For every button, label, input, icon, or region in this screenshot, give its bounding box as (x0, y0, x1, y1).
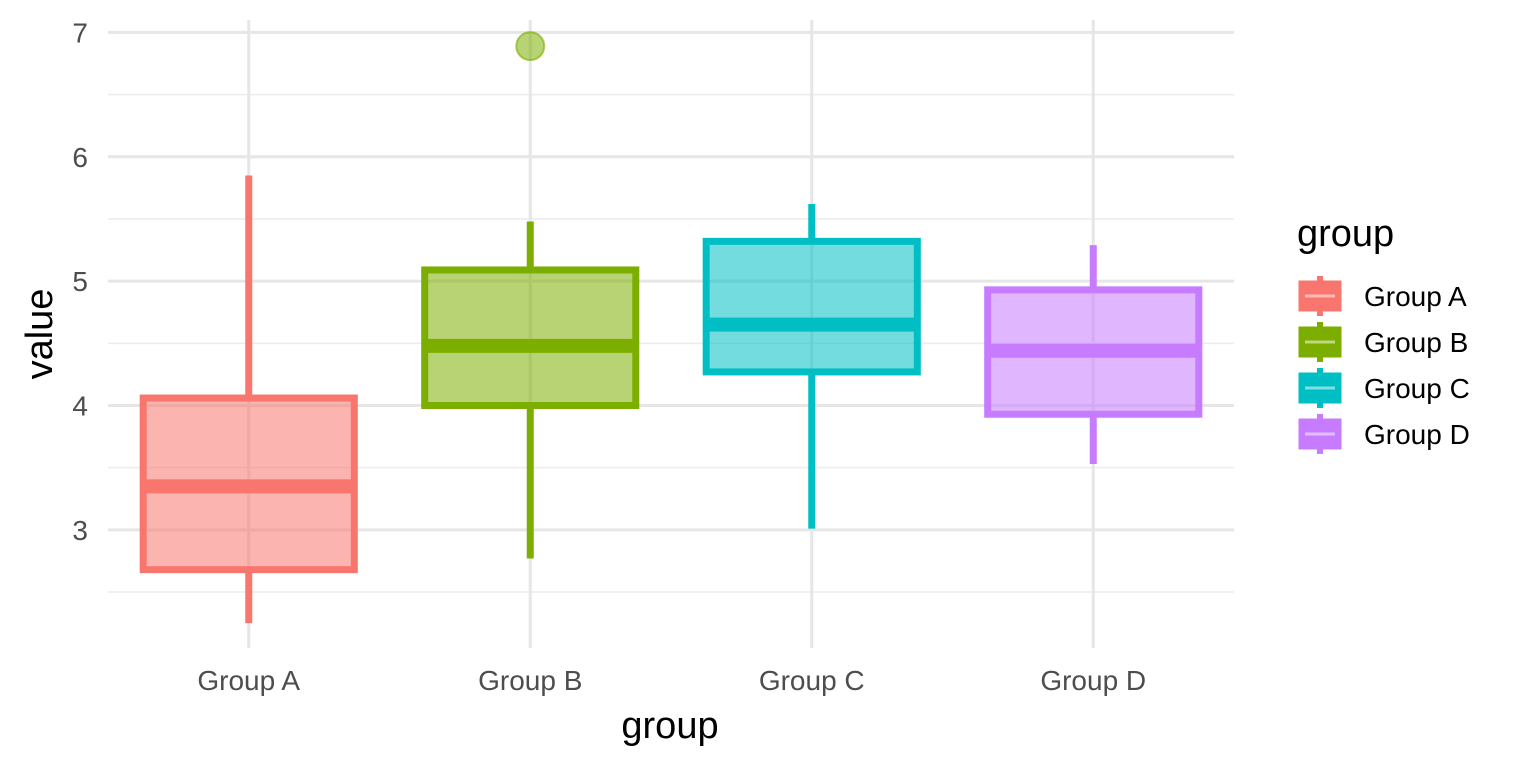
y-tick-label: 7 (72, 17, 88, 48)
legend-label: Group C (1364, 373, 1470, 404)
legend-item: Group B (1298, 322, 1468, 362)
box-iqr (421, 266, 640, 410)
y-tick-label: 4 (72, 391, 88, 422)
legend-item: Group A (1298, 276, 1467, 316)
box-iqr (702, 237, 921, 376)
legend-key (1298, 368, 1342, 408)
legend-item: Group D (1298, 414, 1470, 454)
outlier-point (515, 31, 546, 62)
legend-label: Group A (1364, 281, 1467, 312)
x-tick-label: Group D (1040, 665, 1146, 696)
x-tick-label: Group B (478, 665, 582, 696)
x-tick-label: Group C (759, 665, 865, 696)
y-axis-title: value (19, 289, 61, 380)
box-group-d (984, 245, 1203, 464)
y-tick-label: 3 (72, 515, 88, 546)
box-group-a (139, 175, 358, 624)
legend-key (1298, 322, 1342, 362)
y-tick-label: 5 (72, 266, 88, 297)
x-axis-ticks: Group A Group B Group C Group D (197, 665, 1146, 696)
box-group-c (702, 204, 921, 529)
y-axis-ticks: 3 4 5 6 7 (72, 17, 88, 545)
y-tick-label: 6 (72, 142, 88, 173)
legend-title: group (1297, 213, 1394, 255)
boxes (139, 31, 1203, 624)
legend: group Group A Group B Group C Group D (1297, 213, 1470, 454)
legend-label: Group B (1364, 327, 1468, 358)
x-tick-label: Group A (197, 665, 300, 696)
legend-label: Group D (1364, 419, 1470, 450)
legend-key (1298, 414, 1342, 454)
box-group-b (421, 31, 640, 559)
legend-key (1298, 276, 1342, 316)
x-axis-title: group (621, 705, 718, 747)
legend-item: Group C (1298, 368, 1470, 408)
